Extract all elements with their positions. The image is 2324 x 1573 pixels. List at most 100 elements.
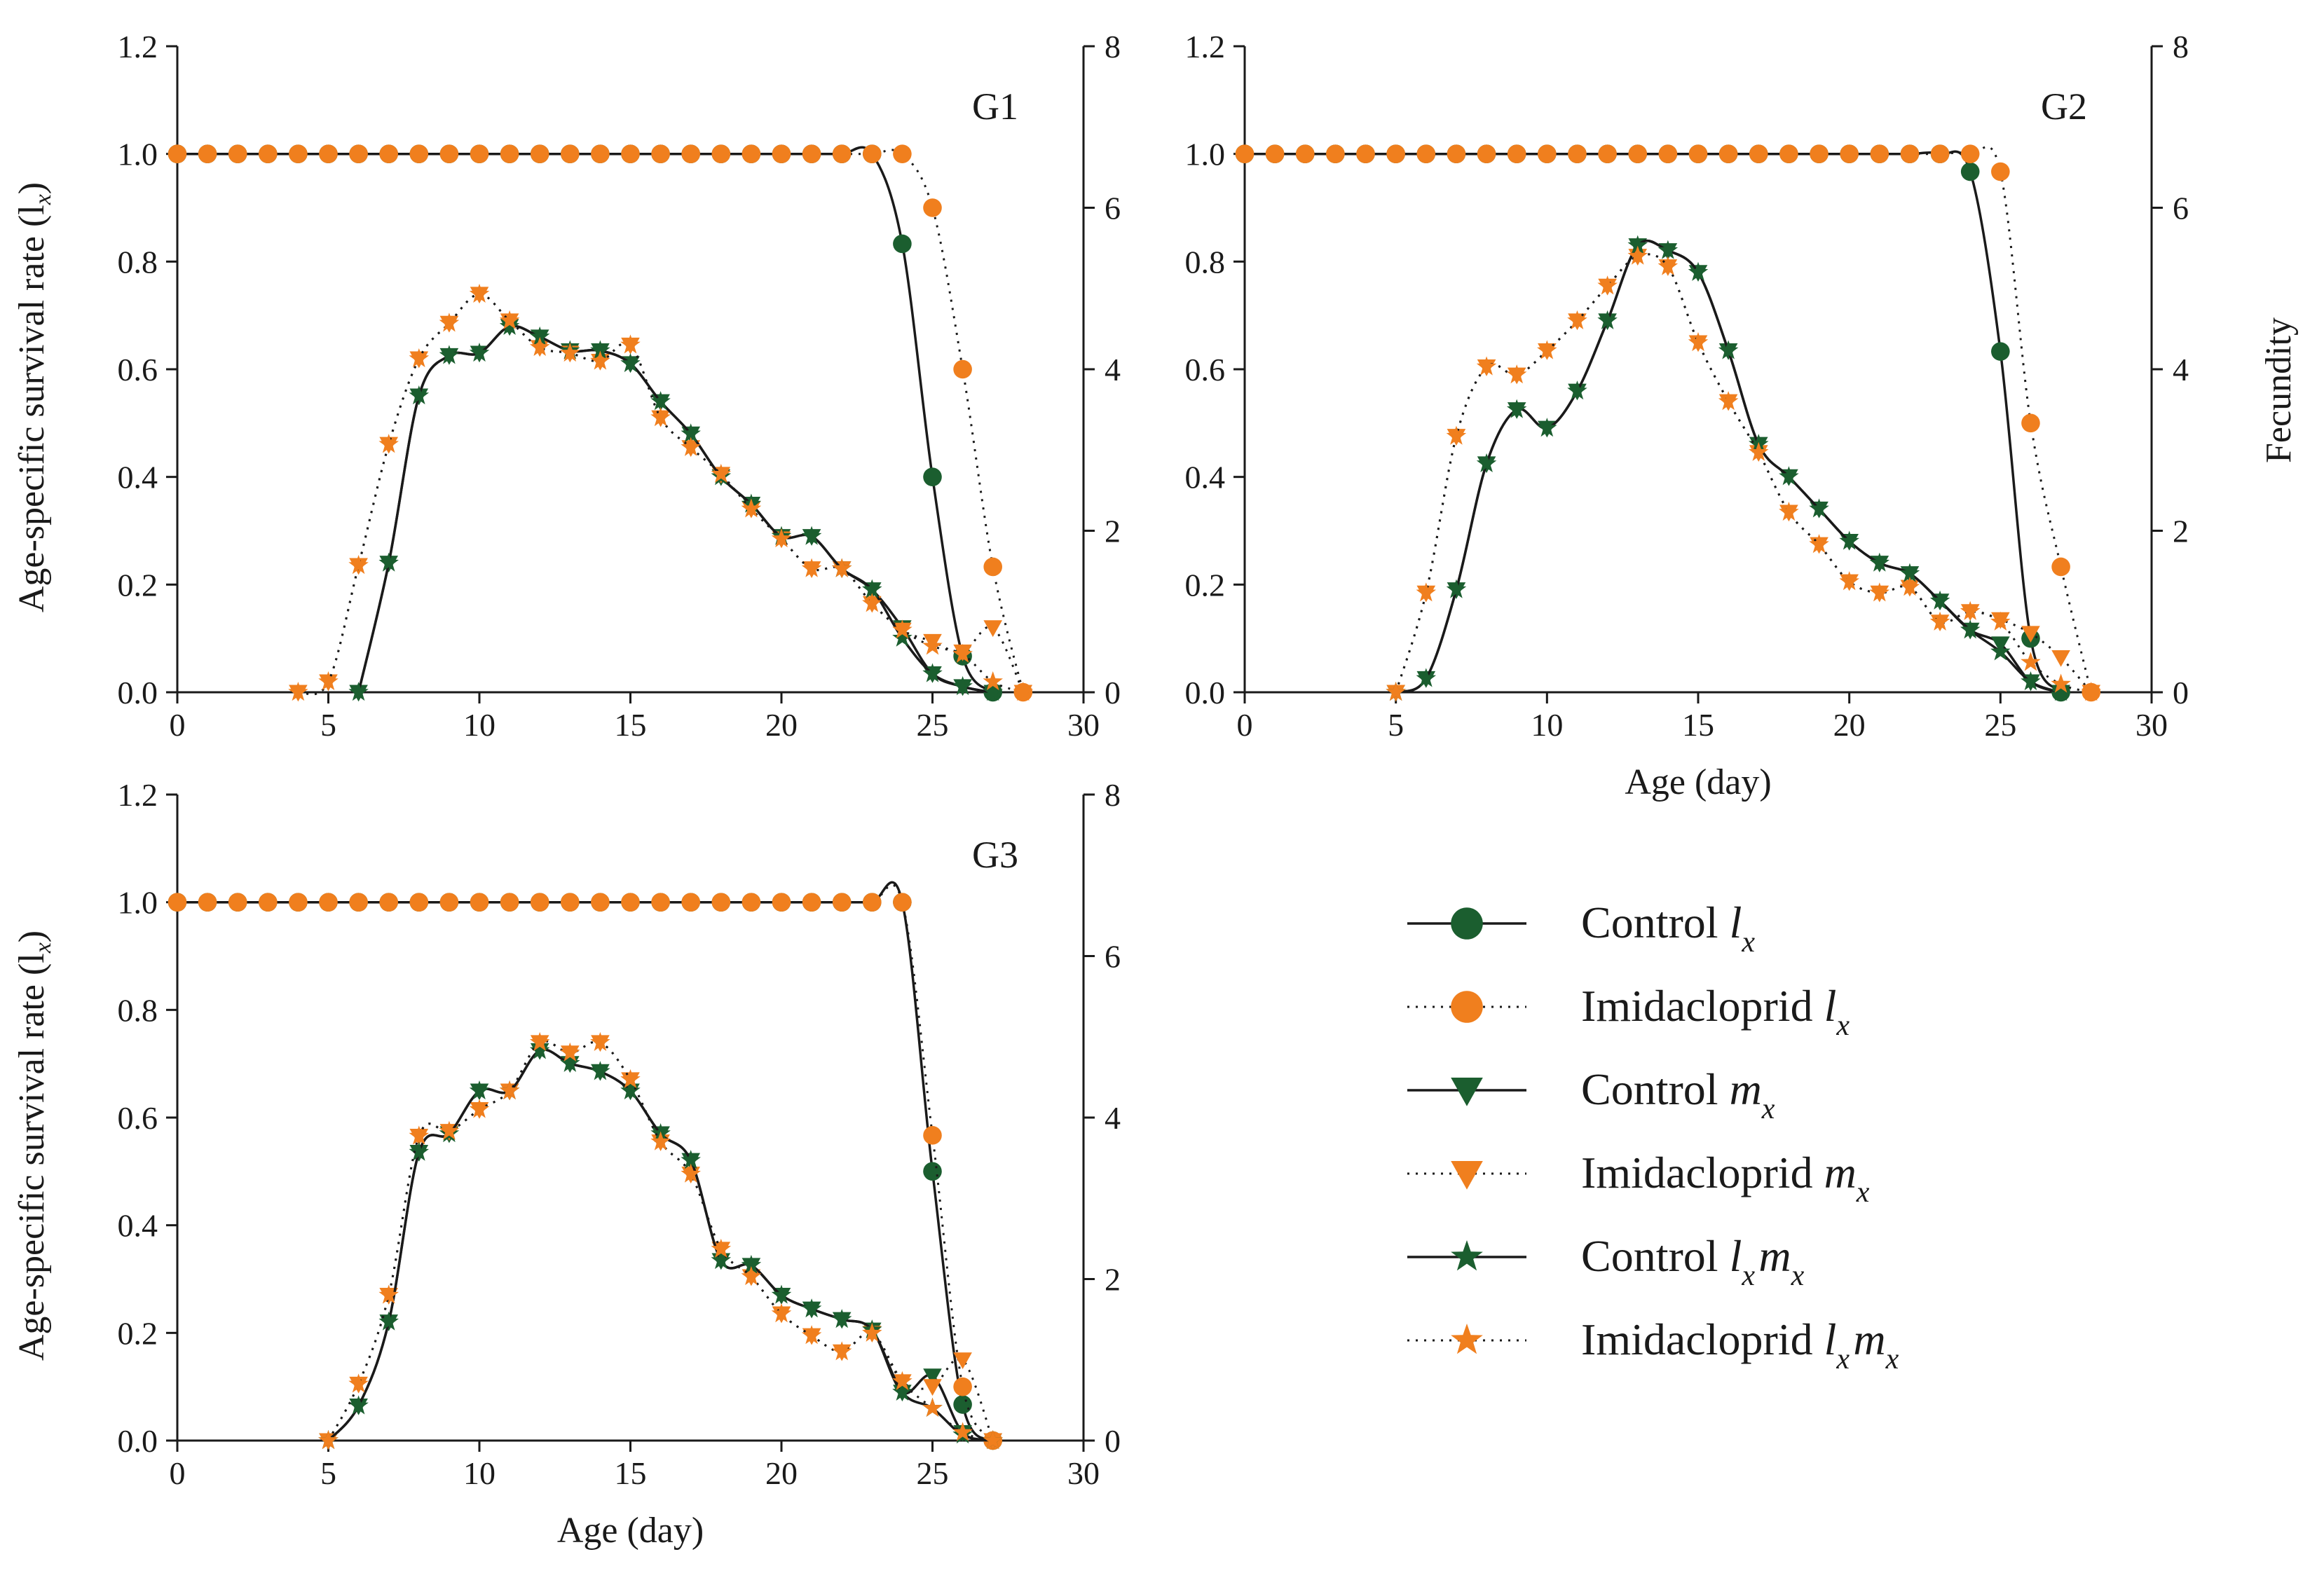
data-point [168,144,187,163]
legend-marker [1451,907,1483,940]
data-point [1688,144,1708,163]
data-point [1900,144,1920,163]
panel-g3: 0 5 10 15 20 25 30 0.0 0.2 0.4 0.6 0.8 1.0 1.2 0 2 4 6 8 G3… [12,777,1121,1551]
x-tick-label: 30 [1067,707,1100,743]
data-point [1356,144,1375,163]
data-point [1538,144,1557,163]
data-point [198,144,217,163]
panel-title: G3 [972,834,1018,876]
panel-g2: 0 5 10 15 20 25 30 0.0 0.2 0.4 0.6 0.8 1.0 1.2 0 2 4 6 8 G2… [1185,29,2299,802]
data-point [711,893,731,912]
x-tick-label: 30 [2135,707,2168,743]
y-right-tick-label: 8 [1105,777,1121,813]
legend-marker [1451,1161,1483,1190]
data-point [923,1379,942,1396]
data-point [409,144,429,163]
y-left-axis-label: Age-specific survival rate (lx) [12,182,56,612]
data-point [2021,413,2040,433]
x-tick-label: 20 [1833,707,1866,743]
y-left-tick-label: 0.2 [1185,567,1226,603]
data-point [1718,144,1738,163]
data-point [893,144,912,163]
data-point [228,144,247,163]
y-left-tick-label: 0.0 [1185,675,1226,710]
data-point [1870,144,1889,163]
y-left-tick-label: 0.2 [118,567,158,603]
data-point [1749,144,1768,163]
data-point [349,144,368,163]
series-line [1395,253,2092,693]
data-point [802,144,821,163]
y-left-tick-label: 1.2 [118,29,158,64]
x-tick-label: 25 [917,1455,949,1491]
series-line [177,149,1025,693]
data-point [893,893,912,912]
data-point [893,234,912,254]
y-right-tick-label: 8 [2173,29,2189,64]
series-imid_lxmx [1386,245,2101,701]
data-point [470,144,489,163]
y-left-tick-label: 0.8 [118,244,158,280]
x-tick-label: 20 [765,1455,798,1491]
y-left-tick-label: 0.0 [118,675,158,710]
data-point [711,144,731,163]
x-axis-label: Age (day) [1625,762,1771,802]
data-point [1658,144,1678,163]
y-left-tick-label: 0.8 [1185,244,1226,280]
panel-title: G1 [972,85,1018,128]
data-point [923,1162,942,1181]
data-point [1991,342,2010,361]
data-point [1295,144,1315,163]
x-tick-label: 5 [320,1455,336,1491]
data-point [1386,144,1405,163]
data-point [1779,144,1798,163]
data-point [198,893,217,912]
data-point [651,893,670,912]
data-point [591,893,610,912]
data-point [802,893,821,912]
y-left-axis-label: Age-specific survival rate (lx) [12,930,56,1361]
data-point [953,1377,972,1396]
x-tick-label: 5 [1388,707,1404,743]
y-left-tick-label: 0.6 [118,1100,158,1136]
data-point [1235,144,1255,163]
data-point [289,893,308,912]
y-right-tick-label: 4 [1105,352,1121,387]
series-line [177,881,994,1442]
data-point [591,144,610,163]
data-point [1265,144,1285,163]
legend: Control lx Imidacloprid lx Control mx Im… [1407,898,1903,1375]
y-right-tick-label: 6 [1105,191,1121,226]
series-line [1395,240,2062,694]
data-point [1416,144,1436,163]
legend-item: Imidacloprid mx [1407,1148,1873,1209]
series-line [1245,150,2063,694]
y-right-axis-label: Fecundity [2259,317,2299,463]
data-point [621,144,640,163]
data-point [379,893,398,912]
legend-item: Control mx [1407,1064,1779,1125]
panel-title: G2 [2041,85,2087,128]
legend-marker [1451,1078,1483,1106]
data-point [681,144,700,163]
data-point [2051,557,2070,577]
series-line [1395,240,2062,694]
data-point [1447,144,1466,163]
data-point [500,893,519,912]
x-tick-label: 25 [917,707,949,743]
y-right-tick-label: 8 [1105,29,1121,64]
data-point [923,198,942,217]
data-point [500,144,519,163]
data-point [863,893,882,912]
series-control_lxmx [348,315,1003,701]
x-tick-label: 10 [1531,707,1563,743]
y-right-tick-label: 6 [2173,191,2189,226]
data-point [319,893,338,912]
y-left-tick-label: 0.4 [118,1208,158,1244]
legend-label: Imidacloprid lx mx [1581,1314,1903,1375]
y-right-tick-label: 0 [2173,675,2189,710]
legend-marker [1451,1324,1483,1354]
y-left-tick-label: 1.2 [1185,29,1226,64]
data-point [1568,144,1587,163]
